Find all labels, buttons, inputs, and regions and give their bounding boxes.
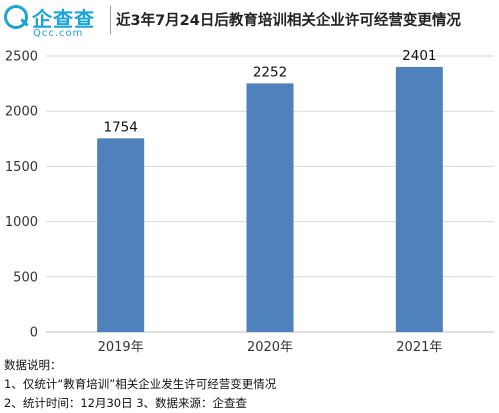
y-tick-label: 2000 xyxy=(5,105,38,120)
y-tick-label: 2500 xyxy=(5,50,38,65)
bar-value-label: 2252 xyxy=(253,64,287,80)
qcc-logo: 企查查 Qcc.com xyxy=(4,3,106,41)
chart-header: 企查查 Qcc.com 近3年7月24日后教育培训相关企业许可经营变更情况 xyxy=(0,0,499,44)
bar xyxy=(395,66,443,332)
bar xyxy=(246,83,294,332)
notes-line-1: 1、仅统计“教育培训”相关企业发生许可经营变更情况 xyxy=(4,377,277,391)
y-tick-label: 0 xyxy=(30,326,38,341)
logo-name: 企查查 xyxy=(32,7,95,31)
data-notes: 数据说明： 1、仅统计“教育培训”相关企业发生许可经营变更情况 2、统计时间：1… xyxy=(4,356,276,413)
bar xyxy=(97,138,145,332)
header-divider xyxy=(110,6,111,34)
x-axis: 2019年 2020年 2021年 xyxy=(98,340,443,355)
notes-heading: 数据说明： xyxy=(4,358,62,372)
y-axis: 0 500 1000 1500 2000 2500 xyxy=(5,50,38,341)
x-tick-label: 2019年 xyxy=(98,340,144,355)
bar-value-label: 2401 xyxy=(402,48,436,64)
magnifier-icon xyxy=(4,5,28,29)
y-tick-label: 1000 xyxy=(5,215,38,230)
bar-value-label: 1754 xyxy=(103,119,137,135)
logo-subtext: Qcc.com xyxy=(33,28,84,39)
x-tick-label: 2021年 xyxy=(396,340,442,355)
bars: 1754 2252 2401 xyxy=(97,48,443,332)
notes-line-2: 2、统计时间：12月30日 3、数据来源：企查查 xyxy=(4,396,248,410)
y-tick-label: 1500 xyxy=(5,160,38,175)
y-tick-label: 500 xyxy=(13,270,38,285)
x-tick-label: 2020年 xyxy=(247,340,293,355)
chart-title: 近3年7月24日后教育培训相关企业许可经营变更情况 xyxy=(116,13,461,29)
